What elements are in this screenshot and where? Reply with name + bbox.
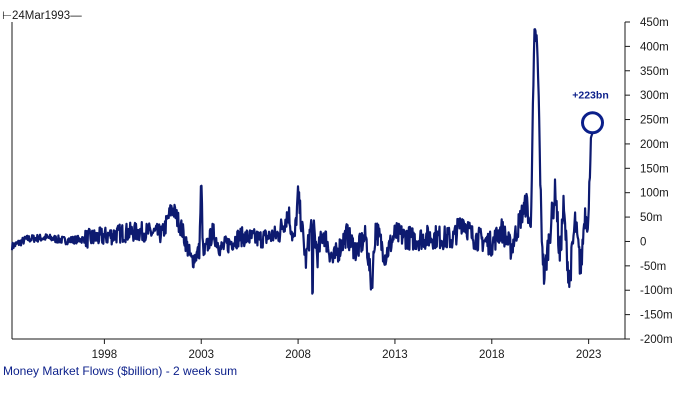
series-layer bbox=[10, 28, 594, 295]
y-tick-label: -50m bbox=[640, 261, 666, 273]
plot-frame bbox=[11, 22, 626, 340]
y-tick-label: -100m bbox=[640, 285, 673, 297]
x-axis: 1998 2003 2008 2013 2018 2023 bbox=[92, 339, 602, 361]
annotation-circle bbox=[581, 111, 605, 135]
x-tick-label: 2018 bbox=[479, 349, 505, 361]
y-tick-label: -200m bbox=[640, 334, 673, 346]
chart-caption: Money Market Flows ($billion) - 2 week s… bbox=[3, 364, 238, 378]
y-tick-label: 150m bbox=[640, 163, 669, 175]
y-tick-label: 200m bbox=[640, 139, 669, 151]
date-range-label: ⊢24Mar1993— bbox=[2, 10, 82, 22]
annotation-label: +223bn bbox=[572, 90, 608, 102]
y-tick-label: 400m bbox=[640, 41, 669, 53]
series-line bbox=[10, 28, 594, 295]
x-tick-label: 2013 bbox=[382, 349, 408, 361]
y-tick-label: 100m bbox=[640, 188, 669, 200]
x-tick-label: 2023 bbox=[576, 349, 602, 361]
y-tick-label: 450m bbox=[640, 17, 669, 29]
x-tick-label: 2008 bbox=[285, 349, 311, 361]
y-axis: 450m 400m 350m 300m 250m 200m 150m 100m 50m 0 -50m… bbox=[625, 17, 673, 346]
annotation-layer: +223bn bbox=[572, 90, 609, 135]
y-tick-label: 300m bbox=[640, 90, 669, 102]
y-tick-label: 350m bbox=[640, 66, 669, 78]
y-tick-label: 250m bbox=[640, 115, 669, 127]
y-tick-label: -150m bbox=[640, 310, 673, 322]
y-tick-label: 0 bbox=[640, 236, 646, 248]
y-tick-label: 50m bbox=[640, 212, 662, 224]
x-tick-label: 1998 bbox=[92, 349, 118, 361]
x-tick-label: 2003 bbox=[188, 349, 214, 361]
